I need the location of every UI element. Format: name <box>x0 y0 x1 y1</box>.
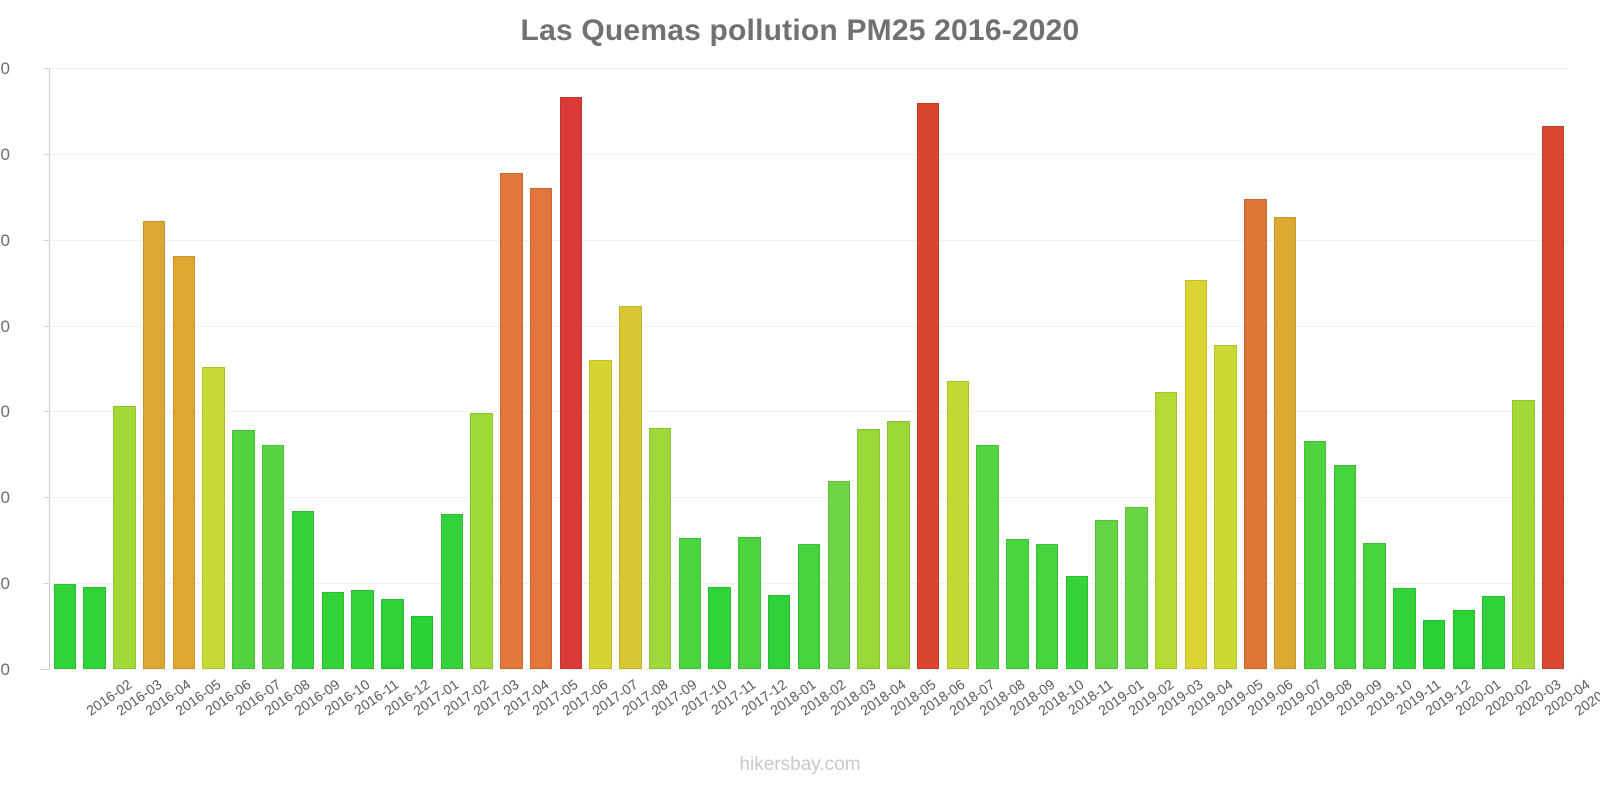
y-axis-tick-mark <box>44 669 50 670</box>
y-axis-tick-label: 20 <box>0 488 10 508</box>
bar[interactable] <box>1452 609 1476 669</box>
bar[interactable] <box>1303 440 1327 669</box>
bar[interactable] <box>1006 539 1029 669</box>
bar[interactable] <box>53 584 77 669</box>
bar[interactable] <box>1244 199 1267 669</box>
y-axis-tick-mark <box>44 325 50 327</box>
bar[interactable] <box>470 413 493 669</box>
bar[interactable] <box>291 511 315 669</box>
bar[interactable] <box>202 366 225 669</box>
gridline <box>50 669 1568 670</box>
gridline <box>50 239 1568 241</box>
gridline <box>50 411 1568 413</box>
y-axis-tick-label: 0 <box>0 660 10 679</box>
bar[interactable] <box>381 598 404 669</box>
gridline <box>50 153 1568 155</box>
bar[interactable] <box>976 444 999 669</box>
y-axis-tick-label: 60 <box>0 144 10 164</box>
y-axis-tick-mark <box>44 153 50 155</box>
bar[interactable] <box>529 188 553 669</box>
y-axis-tick-label: 50 <box>0 230 10 250</box>
y-axis-tick-mark <box>44 411 50 413</box>
plot-area <box>50 68 1568 670</box>
bar[interactable] <box>916 103 940 669</box>
gridline <box>50 68 1568 69</box>
source-credit: hikersbay.com <box>739 754 861 775</box>
chart-title: Las Quemas pollution PM25 2016-2020 <box>520 14 1080 47</box>
bar[interactable] <box>113 406 136 669</box>
y-axis-tick-label: 70 <box>0 59 10 78</box>
bar[interactable] <box>1214 345 1237 669</box>
bar[interactable] <box>827 480 850 669</box>
bar[interactable] <box>1363 542 1386 669</box>
bar[interactable] <box>1482 596 1505 669</box>
bar[interactable] <box>1393 588 1416 669</box>
y-axis-tick-label: 30 <box>0 402 10 422</box>
bar[interactable] <box>1154 391 1178 669</box>
y-axis-tick-mark <box>44 583 50 585</box>
bar[interactable] <box>708 586 731 669</box>
bar[interactable] <box>321 591 344 669</box>
bar[interactable] <box>410 615 434 669</box>
bar[interactable] <box>172 256 196 669</box>
y-axis-line <box>49 68 50 669</box>
bar[interactable] <box>1125 506 1148 669</box>
bar[interactable] <box>1541 126 1565 669</box>
bar[interactable] <box>738 536 761 669</box>
bar[interactable] <box>1273 217 1297 669</box>
bar[interactable] <box>1422 620 1446 669</box>
bar[interactable] <box>767 595 791 669</box>
bar[interactable] <box>1035 543 1059 669</box>
bar[interactable] <box>857 428 880 669</box>
bar[interactable] <box>1184 280 1208 669</box>
bar[interactable] <box>619 305 642 669</box>
bar[interactable] <box>83 586 106 669</box>
gridline <box>50 497 1568 499</box>
bar[interactable] <box>887 420 910 669</box>
bar[interactable] <box>946 381 970 669</box>
bar[interactable] <box>559 97 583 669</box>
bar[interactable] <box>261 444 285 669</box>
bar[interactable] <box>1065 576 1089 669</box>
y-axis-tick-mark <box>44 497 50 499</box>
y-axis-tick-label: 40 <box>0 316 10 336</box>
bar[interactable] <box>589 359 612 669</box>
bar[interactable] <box>232 430 255 669</box>
bar[interactable] <box>1095 520 1118 669</box>
bar[interactable] <box>1512 400 1535 669</box>
y-axis-tick-mark <box>44 239 50 241</box>
bar[interactable] <box>351 590 374 669</box>
gridline <box>50 325 1568 327</box>
bar[interactable] <box>797 543 821 669</box>
bar[interactable] <box>500 172 523 669</box>
bar[interactable] <box>678 537 702 669</box>
y-axis-tick-mark <box>44 68 50 69</box>
y-axis-tick-label: 10 <box>0 574 10 594</box>
bar[interactable] <box>440 514 464 669</box>
bar[interactable] <box>648 427 672 669</box>
bar[interactable] <box>1333 464 1356 669</box>
bar[interactable] <box>142 220 166 669</box>
